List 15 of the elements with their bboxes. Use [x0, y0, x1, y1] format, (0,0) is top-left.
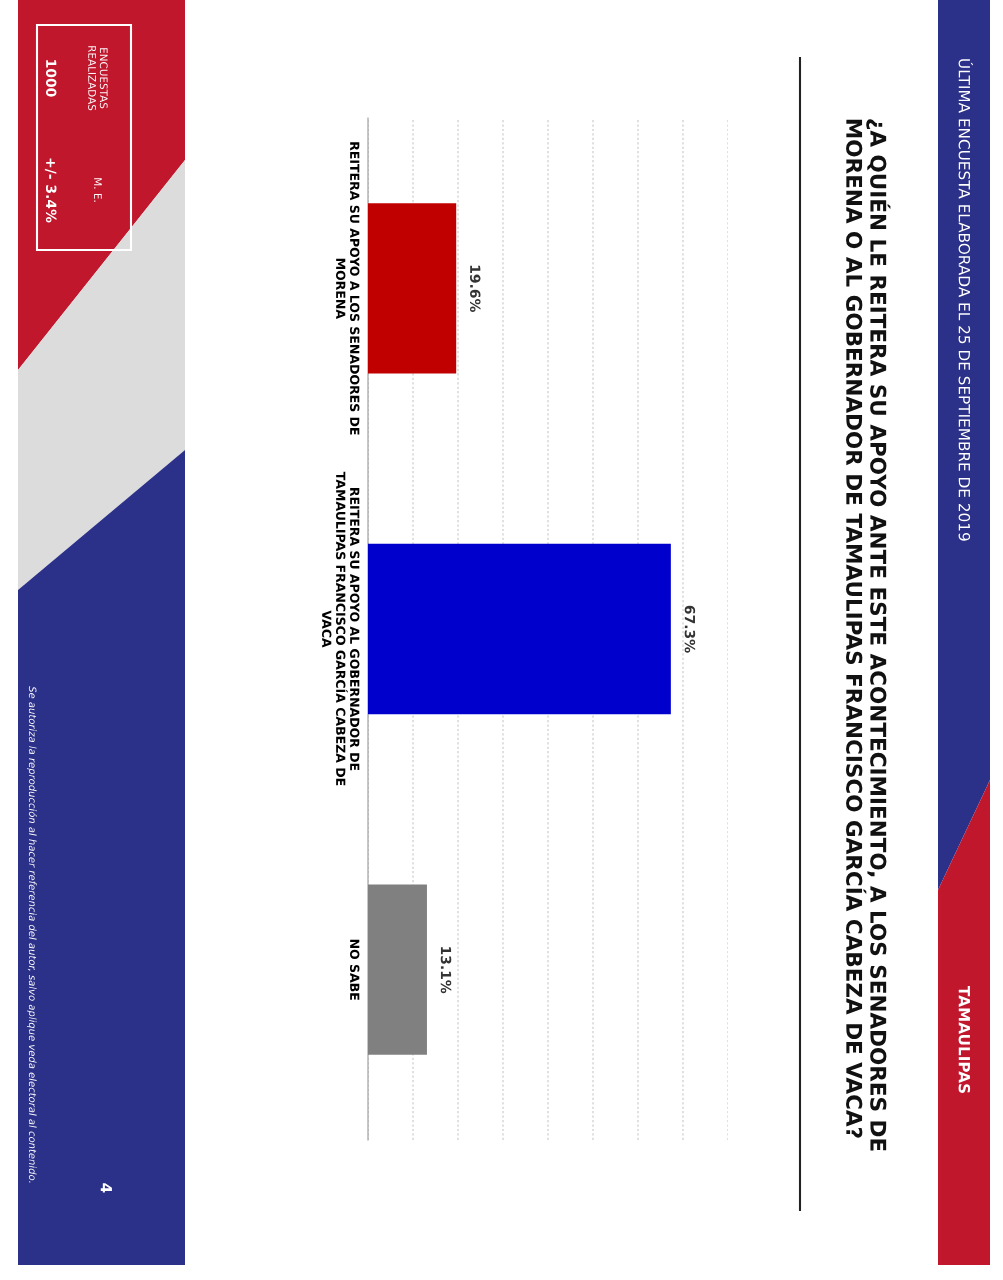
text: ¿A QUIÉN LE REITERA SU APOYO ANTE ESTE ACONTECIMIENTO, A LOS SENADORES DE MORENA O AL GOBERNADOR DE TAMAULIPAS FRANCISCO GARCÍA CABEZA DE VACA?	[846, 119, 891, 1151]
text: ENCUESTAS REALIZADAS	[88, 46, 108, 111]
text: 4	[100, 1183, 112, 1193]
data-label: 67.3%	[684, 605, 696, 653]
y-tick-label: REITERA SU APOYO A LOS SENADORES DE MORENA	[335, 142, 360, 435]
text: +/- 3.4%	[44, 158, 57, 223]
y-tick-label: REITERA SU APOYO AL GOBERNADOR DE TAMAULIPAS FRANCISCO GARCÍA CABEZA DE VACA	[322, 471, 360, 786]
data-label: 19.6%	[470, 265, 481, 312]
text: ÚLTIMA ENCUESTA ELABORADA EL 25 DE SEPTIEMBRE DE 2019	[958, 59, 973, 541]
text: 1000	[45, 60, 57, 97]
text: TAMAULIPAS	[958, 986, 971, 1093]
text: M. E.	[94, 178, 102, 202]
data-label: 13.1%	[440, 947, 452, 994]
text: Se autoriza la reproducción al hacer referencia del autor, salvo aplique veda electoral al contenido.	[26, 686, 38, 1183]
y-tick-label: NO SABE	[349, 939, 360, 1000]
